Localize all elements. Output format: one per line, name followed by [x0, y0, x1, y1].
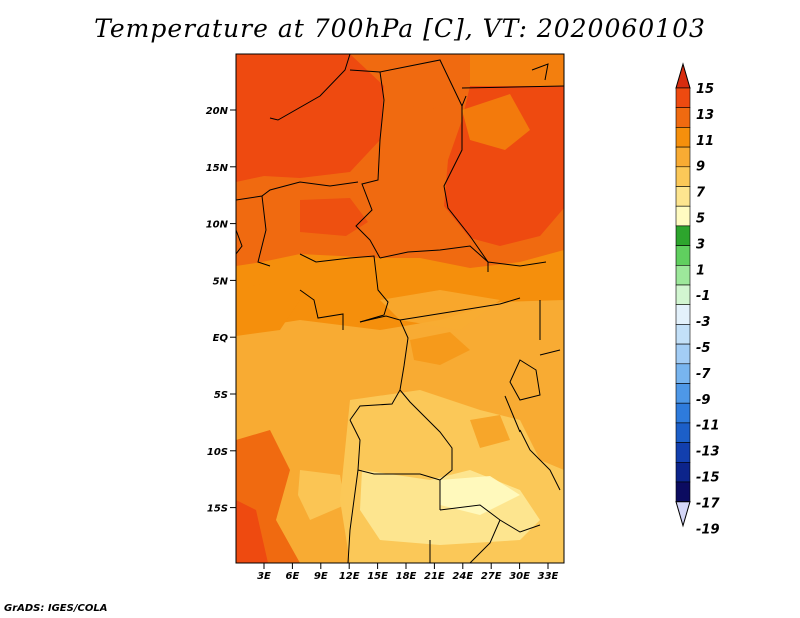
colorbar-label: -9 [696, 393, 710, 408]
colorbar-segment [675, 87, 691, 109]
colorbar-label: 1 [696, 263, 705, 278]
grads-credit: GrADS: IGES/COLA [4, 603, 108, 614]
colorbar-label: 5 [696, 212, 705, 227]
colorbar-label: 15 [696, 82, 714, 97]
colorbar-label: 3 [696, 237, 705, 252]
lon-tick-label: 12E [339, 571, 360, 582]
colorbar-min-arrow [675, 501, 691, 528]
colorbar-segment [675, 166, 691, 187]
colorbar-segment [675, 422, 691, 443]
lat-tick-label: EQ [213, 333, 229, 344]
colorbar-label: -13 [696, 445, 720, 460]
colorbar-segment [675, 186, 691, 207]
colorbar-segment [675, 324, 691, 345]
lon-tick-label: 30E [509, 571, 530, 582]
lat-tick-label: 20N [206, 106, 229, 117]
temperature-field [236, 54, 564, 563]
colorbar-segment [675, 264, 691, 286]
colorbar-segment [675, 245, 691, 266]
colorbar-label: 11 [696, 134, 714, 149]
lon-tick-label: 15E [367, 571, 388, 582]
lon-tick-label: 18E [396, 571, 417, 582]
colorbar-label: -5 [696, 341, 710, 356]
lon-tick-label: 24E [452, 571, 473, 582]
colorbar-segment [675, 343, 691, 365]
colorbar-segment [675, 107, 691, 128]
map-title: Temperature at 700hPa [C], VT: 202006010… [94, 14, 706, 43]
colorbar-label: -19 [696, 522, 720, 537]
colorbar-segment [675, 363, 691, 384]
colorbar-segment [675, 304, 691, 325]
colorbar-segment [675, 383, 691, 404]
colorbar-max-arrow [675, 62, 691, 89]
colorbar-segment [675, 481, 691, 503]
lat-tick-label: 15S [207, 504, 228, 515]
colorbar-segment [675, 146, 691, 168]
latitude-axis: 20N 15N 10N 5N EQ 5S 10S 15S [206, 106, 236, 515]
lon-tick-label: 6E [286, 571, 300, 582]
colorbar-segment [675, 402, 691, 424]
colorbar-label: 7 [696, 186, 706, 201]
lon-tick-label: 9E [314, 571, 328, 582]
colorbar-label: -3 [696, 315, 710, 330]
lat-tick-label: 10S [207, 447, 228, 458]
lat-tick-label: 10N [206, 220, 229, 231]
colorbar: 15 13 11 9 7 5 3 1 -1 -3 -5 -7 -9 -11 -13 -15 -17 -19 [675, 62, 720, 537]
colorbar-segment [675, 442, 691, 463]
plot-frame [235, 53, 565, 564]
colorbar-segment [675, 284, 691, 306]
lon-tick-label: 21E [424, 571, 445, 582]
lat-tick-label: 15N [206, 163, 229, 174]
longitude-axis: 3E 6E 9E 12E 15E 18E 21E 24E 27E 30E 33E [257, 563, 559, 582]
lat-tick-label: 5N [213, 276, 229, 287]
colorbar-label: 13 [696, 108, 714, 123]
colorbar-label: -17 [696, 496, 720, 511]
lon-tick-label: 3E [257, 571, 271, 582]
lat-tick-label: 5S [214, 390, 228, 401]
colorbar-segment [675, 127, 691, 148]
colorbar-label: -7 [696, 367, 711, 382]
colorbar-segment [675, 205, 691, 227]
country-borders [236, 54, 564, 563]
colorbar-segment [675, 461, 691, 483]
colorbar-label: -15 [696, 471, 720, 486]
colorbar-label: 9 [696, 160, 705, 175]
lon-tick-label: 27E [481, 571, 502, 582]
colorbar-segment [675, 225, 691, 246]
colorbar-label: -1 [696, 289, 710, 304]
colorbar-label: -11 [696, 419, 720, 434]
lon-tick-label: 33E [538, 571, 559, 582]
